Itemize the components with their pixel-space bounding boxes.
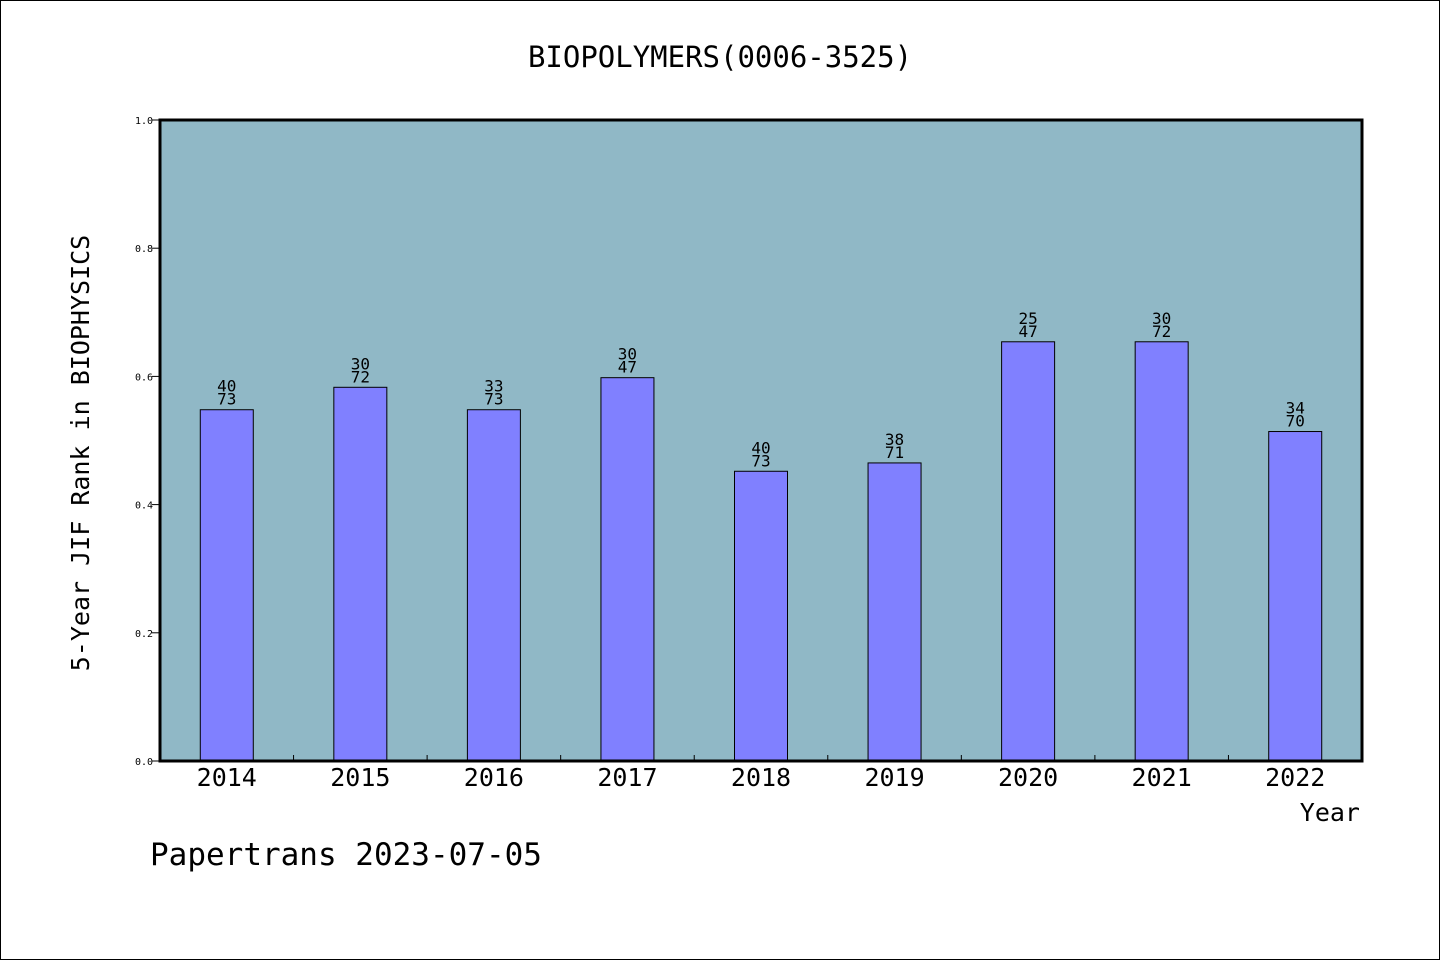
x-tick-label: 2018	[731, 763, 791, 792]
bar-label-rank: 40	[751, 438, 770, 457]
bar-label-total: 47	[618, 358, 637, 377]
chart-title: BIOPOLYMERS(0006-3525)	[528, 40, 912, 74]
bar-label-total: 72	[351, 367, 370, 386]
y-axis-label: 5-Year JIF Rank in BIOPHYSICS	[66, 235, 95, 672]
plot-frame	[158, 118, 1364, 763]
x-tick-label: 2017	[597, 763, 657, 792]
bar-label-rank: 38	[885, 430, 904, 449]
bar-2014	[199, 409, 254, 762]
bar-2018	[734, 470, 788, 762]
bar-2021	[1134, 341, 1189, 762]
bar-label-rank: 34	[1286, 399, 1305, 418]
bar-label-rank: 30	[351, 354, 370, 373]
x-axis-label: Year	[1300, 798, 1360, 827]
footer-watermark-text: Papertrans 2023-07-05	[150, 837, 542, 873]
bar-label-rank: 30	[1152, 309, 1171, 328]
bar-2019	[867, 462, 922, 762]
bar-label-rank: 33	[484, 377, 503, 396]
y-tick-label: 0.4	[135, 501, 153, 512]
y-tick-label: 0.8	[135, 244, 153, 255]
x-tick-label: 2016	[464, 763, 524, 792]
y-tick-label: 0.2	[135, 629, 153, 640]
bar-2016	[466, 409, 521, 762]
bar-label-total: 73	[751, 451, 770, 470]
bar-2015	[333, 386, 388, 762]
x-tick-label: 2020	[998, 763, 1058, 792]
x-tick-label: 2014	[197, 763, 257, 792]
bar-label-total: 73	[217, 390, 236, 409]
bar-label-total: 47	[1018, 322, 1037, 341]
bar-label-total: 73	[484, 390, 503, 409]
bar-label-rank: 30	[618, 345, 637, 364]
bar-2017	[600, 377, 655, 762]
bar-label-total: 70	[1286, 412, 1305, 431]
x-axis: 2014 2015 2016 2017 2018 2019 2020 2021 2022	[197, 755, 1325, 792]
x-tick-label: 2021	[1132, 763, 1192, 792]
bar-label-rank: 25	[1018, 309, 1037, 328]
x-tick-label: 2019	[864, 763, 924, 792]
bar-2022	[1268, 431, 1323, 762]
bar-2020	[1001, 341, 1056, 762]
y-axis: 0.0 0.2 0.4 0.6 0.8 1.0	[135, 116, 160, 768]
y-tick-label: 0.0	[135, 757, 153, 768]
y-tick-label: 0.6	[135, 372, 153, 383]
x-tick-label: 2022	[1265, 763, 1325, 792]
bar-label-total: 71	[885, 443, 904, 462]
bar-label-total: 72	[1152, 322, 1171, 341]
y-tick-label: 1.0	[135, 116, 153, 127]
x-tick-label: 2015	[330, 763, 390, 792]
bar-label-rank: 40	[217, 377, 236, 396]
